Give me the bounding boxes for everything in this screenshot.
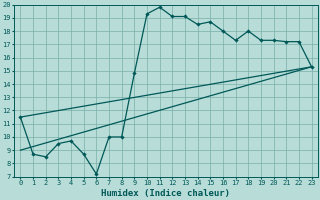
X-axis label: Humidex (Indice chaleur): Humidex (Indice chaleur) <box>101 189 230 198</box>
